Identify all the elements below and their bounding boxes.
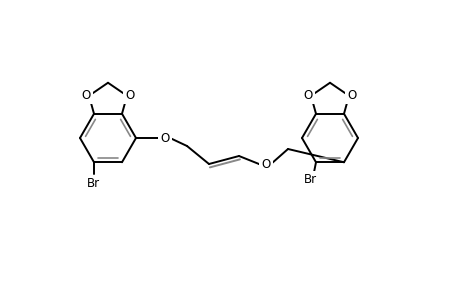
Text: Br: Br xyxy=(86,177,99,190)
Text: O: O xyxy=(347,89,356,102)
Text: O: O xyxy=(303,89,312,102)
Text: O: O xyxy=(160,131,169,145)
Text: O: O xyxy=(261,158,270,170)
Text: O: O xyxy=(125,89,134,102)
Text: O: O xyxy=(81,89,90,102)
Text: Br: Br xyxy=(303,173,316,186)
